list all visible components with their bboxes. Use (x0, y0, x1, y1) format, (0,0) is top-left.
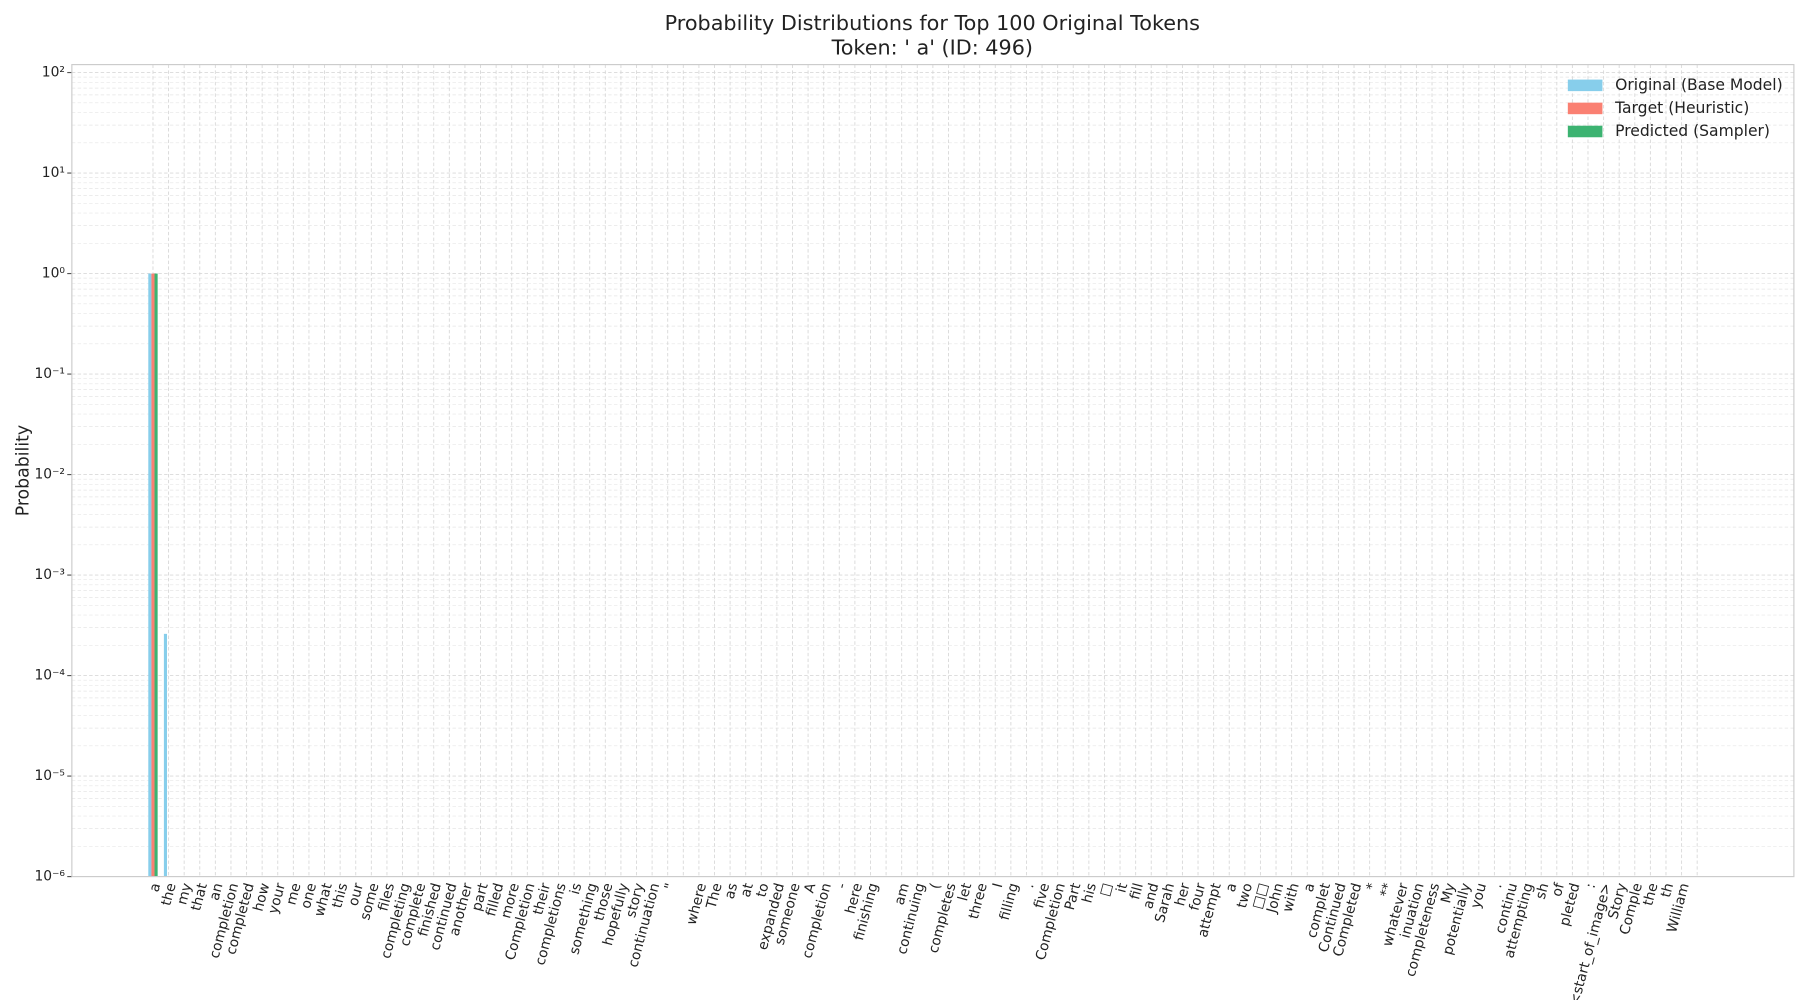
y-tick-label: 10⁻⁶ (34, 869, 65, 885)
x-tick-label: fill (1127, 881, 1147, 901)
x-tick-label: as (722, 881, 742, 900)
x-tick-label: completion (799, 881, 834, 960)
x-tick-label: how (250, 881, 273, 913)
legend-label: Original (Base Model) (1615, 76, 1783, 94)
plot-frame (71, 64, 1795, 878)
y-tick-label: 10¹ (42, 165, 65, 181)
x-tick-label: two (1234, 881, 1256, 909)
legend-swatch (1567, 79, 1603, 92)
x-tick-label: □□ (1249, 881, 1271, 910)
legend-swatch (1567, 125, 1603, 138)
x-tick-label: that (188, 881, 211, 913)
x-tick-label: completes (926, 881, 960, 954)
x-tick-label: a (1301, 881, 1319, 893)
x-tick-label: a (147, 881, 165, 893)
bar (148, 273, 152, 877)
x-tick-label: . (1021, 881, 1038, 889)
x-tick-label: to (753, 881, 772, 899)
x-tick-label: the (1640, 881, 1661, 907)
y-tick-label: 10⁻⁴ (34, 668, 65, 684)
x-tick-label: a (1223, 881, 1241, 893)
legend-swatch (1567, 102, 1603, 115)
x-tick-label: files (375, 881, 398, 912)
x-tick-label: five (1031, 881, 1053, 910)
x-tick-label: am (892, 881, 913, 906)
bar (151, 273, 155, 877)
chart-title: Probability Distributions for Top 100 Or… (665, 11, 1200, 35)
legend-label: Target (Heuristic) (1614, 99, 1749, 117)
x-tick-label: John (1264, 881, 1287, 915)
y-axis-label: Probability (13, 425, 33, 516)
x-tick-label: " (662, 881, 679, 891)
x-tick-label: my (174, 881, 195, 906)
x-tick-label: her (1172, 881, 1193, 908)
x-tick-label: I (990, 881, 1007, 889)
bar (163, 633, 168, 877)
x-tick-label: Part (1062, 881, 1085, 912)
x-tick-label: this (329, 881, 351, 910)
chart-subtitle: Token: ' a' (ID: 496) (831, 35, 1033, 59)
x-tick-label: . (1489, 881, 1506, 889)
x-tick-label: the (158, 881, 179, 907)
y-tick-label: 10⁰ (42, 266, 66, 282)
x-tick-label: four (1187, 881, 1210, 912)
x-tick-label: you (1468, 881, 1490, 910)
y-tick-label: 10⁻² (34, 467, 64, 483)
x-tick-label: our (346, 881, 367, 908)
x-tick-label: of (1549, 880, 1568, 898)
bar (154, 273, 158, 877)
x-tick-label: your (265, 881, 289, 915)
x-tick-label: * (1364, 881, 1381, 892)
x-tick-label: My (1438, 881, 1459, 905)
x-tick-label: ** (1377, 881, 1396, 899)
y-tick-label: 10² (42, 65, 65, 81)
x-tick-label: his (1079, 881, 1100, 904)
x-tick-label: at (738, 881, 757, 899)
x-tick-label: let (955, 881, 975, 903)
x-tick-label: □ (1097, 881, 1116, 898)
x-tick-label: sh (1533, 881, 1553, 901)
x-tick-label: here (843, 881, 867, 915)
x-tick-label: one (298, 881, 320, 910)
y-tick-label: 10⁻⁵ (34, 768, 64, 784)
x-tick-label: part (469, 881, 492, 913)
x-tick-label: and (1140, 881, 1162, 910)
x-tick-label: ( (927, 881, 944, 890)
x-tick-label: is (567, 881, 585, 896)
x-tick-label: an (207, 881, 227, 902)
x-tick-label: - (834, 881, 851, 890)
x-tick-label: with (1280, 881, 1303, 913)
y-tick-label: 10⁻³ (34, 567, 64, 583)
x-tick-label: me (283, 881, 304, 906)
y-tick-label: 10⁻¹ (34, 366, 64, 382)
x-tick-label: The (703, 881, 725, 911)
legend-label: Predicted (Sampler) (1615, 122, 1770, 140)
x-tick-label: : (1583, 881, 1600, 890)
x-tick-label: th (1658, 881, 1677, 899)
